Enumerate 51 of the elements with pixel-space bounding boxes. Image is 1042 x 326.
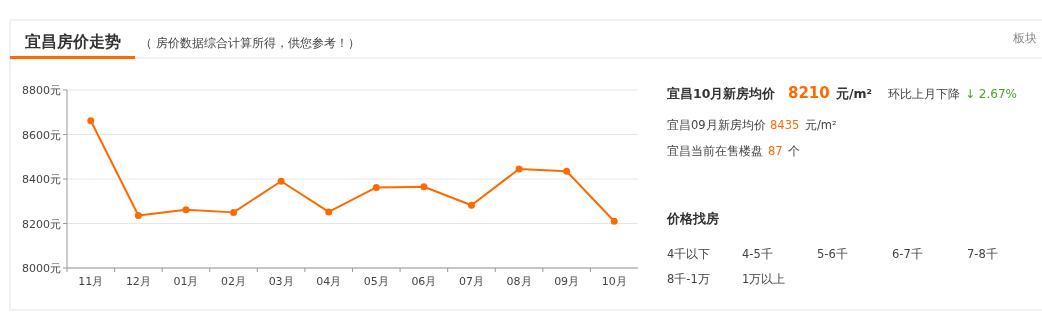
text: 环比上月下降 — [888, 87, 960, 101]
text: 个 — [788, 144, 800, 158]
y-tick-label: 8800元 — [22, 84, 61, 97]
text: 87 — [768, 144, 783, 158]
point — [134, 211, 142, 219]
text: 元/m² — [835, 86, 873, 101]
text: 7-8千 — [967, 247, 998, 261]
text: 8千-1万 — [667, 272, 710, 286]
text: 8435 — [770, 118, 800, 132]
point — [610, 217, 618, 225]
point — [87, 117, 95, 125]
text: 元/m² — [805, 118, 837, 132]
text: 4千以下 — [667, 247, 711, 261]
text: 5-6千 — [817, 247, 848, 261]
x-tick-label: 10月 — [601, 275, 627, 288]
point — [325, 208, 333, 216]
y-tick-label: 8600元 — [22, 128, 61, 142]
text: 宜昌10月新房均价 — [667, 86, 777, 101]
y-tick-label: 8200元 — [22, 217, 61, 231]
point — [182, 206, 190, 214]
x-tick-label: 02月 — [221, 275, 247, 288]
chart-title: 宜昌房价走势 — [25, 32, 121, 51]
y-tick-label: 8000元 — [22, 262, 61, 275]
text: ↓ 2.67% — [965, 87, 1017, 101]
x-tick-label: 06月 — [411, 275, 437, 288]
chart-subtitle: （ 房价数据综合计算所得，供您参考！） — [140, 36, 360, 50]
x-tick-label: 09月 — [554, 275, 580, 288]
x-tick-label: 01月 — [173, 275, 199, 288]
point — [563, 167, 571, 175]
point — [420, 183, 428, 191]
point — [515, 165, 523, 173]
x-tick-label: 08月 — [506, 275, 532, 288]
point — [372, 183, 380, 191]
x-tick-label: 04月 — [316, 275, 342, 288]
text: 宜昌09月新房均价 — [667, 118, 766, 132]
point — [230, 208, 238, 216]
x-tick-label: 03月 — [268, 275, 294, 288]
text: 宜昌当前在售楼盘 — [667, 144, 763, 158]
point — [277, 177, 285, 185]
x-tick-label: 05月 — [363, 275, 389, 288]
text: 1万以上 — [742, 272, 786, 286]
text: 8210 — [788, 84, 830, 102]
text: 6-7千 — [892, 247, 923, 261]
text: 4-5千 — [742, 247, 773, 261]
x-tick-label: 12月 — [125, 275, 151, 288]
text: 价格找房 — [666, 211, 719, 226]
text: 板块 — [1012, 31, 1037, 45]
x-tick-label: 11月 — [78, 275, 104, 288]
x-tick-label: 07月 — [458, 275, 484, 288]
point — [467, 201, 475, 209]
y-tick-label: 8400元 — [22, 173, 61, 186]
